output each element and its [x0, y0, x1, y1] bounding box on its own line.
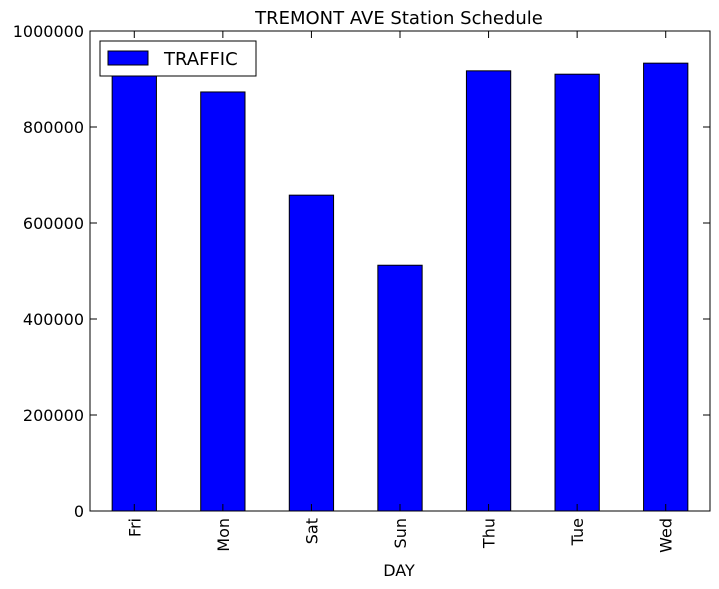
- y-tick-label: 800000: [23, 118, 84, 137]
- x-tick-label-sat: Sat: [302, 518, 321, 544]
- y-axis: 0 200000 400000 600000 800000 1000000: [13, 22, 710, 521]
- bar-sun: [377, 264, 423, 512]
- x-tick-label-fri: Fri: [125, 518, 144, 537]
- chart-title: TREMONT AVE Station Schedule: [254, 8, 543, 29]
- x-tick-label-sun: Sun: [391, 518, 410, 548]
- y-tick-label: 600000: [23, 214, 84, 233]
- bar-tue: [554, 73, 600, 512]
- y-tick-label: 200000: [23, 406, 84, 425]
- x-axis-title: DAY: [383, 561, 415, 580]
- legend-swatch: [107, 50, 149, 66]
- x-axis: Fri Mon Sat Sun Thu Tue Wed: [125, 31, 676, 553]
- x-tick-label-tue: Tue: [568, 518, 587, 546]
- x-tick-label-mon: Mon: [214, 518, 233, 552]
- y-tick-label: 400000: [23, 310, 84, 329]
- plot-frame: [89, 30, 711, 512]
- bars-group: [111, 62, 689, 512]
- bar-mon: [200, 91, 246, 512]
- legend: TRAFFIC: [99, 40, 257, 77]
- legend-label: TRAFFIC: [163, 49, 238, 70]
- y-tick-label: 1000000: [13, 22, 84, 41]
- bar-sat: [288, 194, 335, 512]
- bar-wed: [643, 62, 689, 512]
- x-tick-label-thu: Thu: [480, 518, 499, 549]
- bar-thu: [465, 70, 512, 512]
- bar-fri: [111, 74, 157, 512]
- x-tick-label-wed: Wed: [657, 518, 676, 553]
- y-tick-label: 0: [74, 502, 84, 521]
